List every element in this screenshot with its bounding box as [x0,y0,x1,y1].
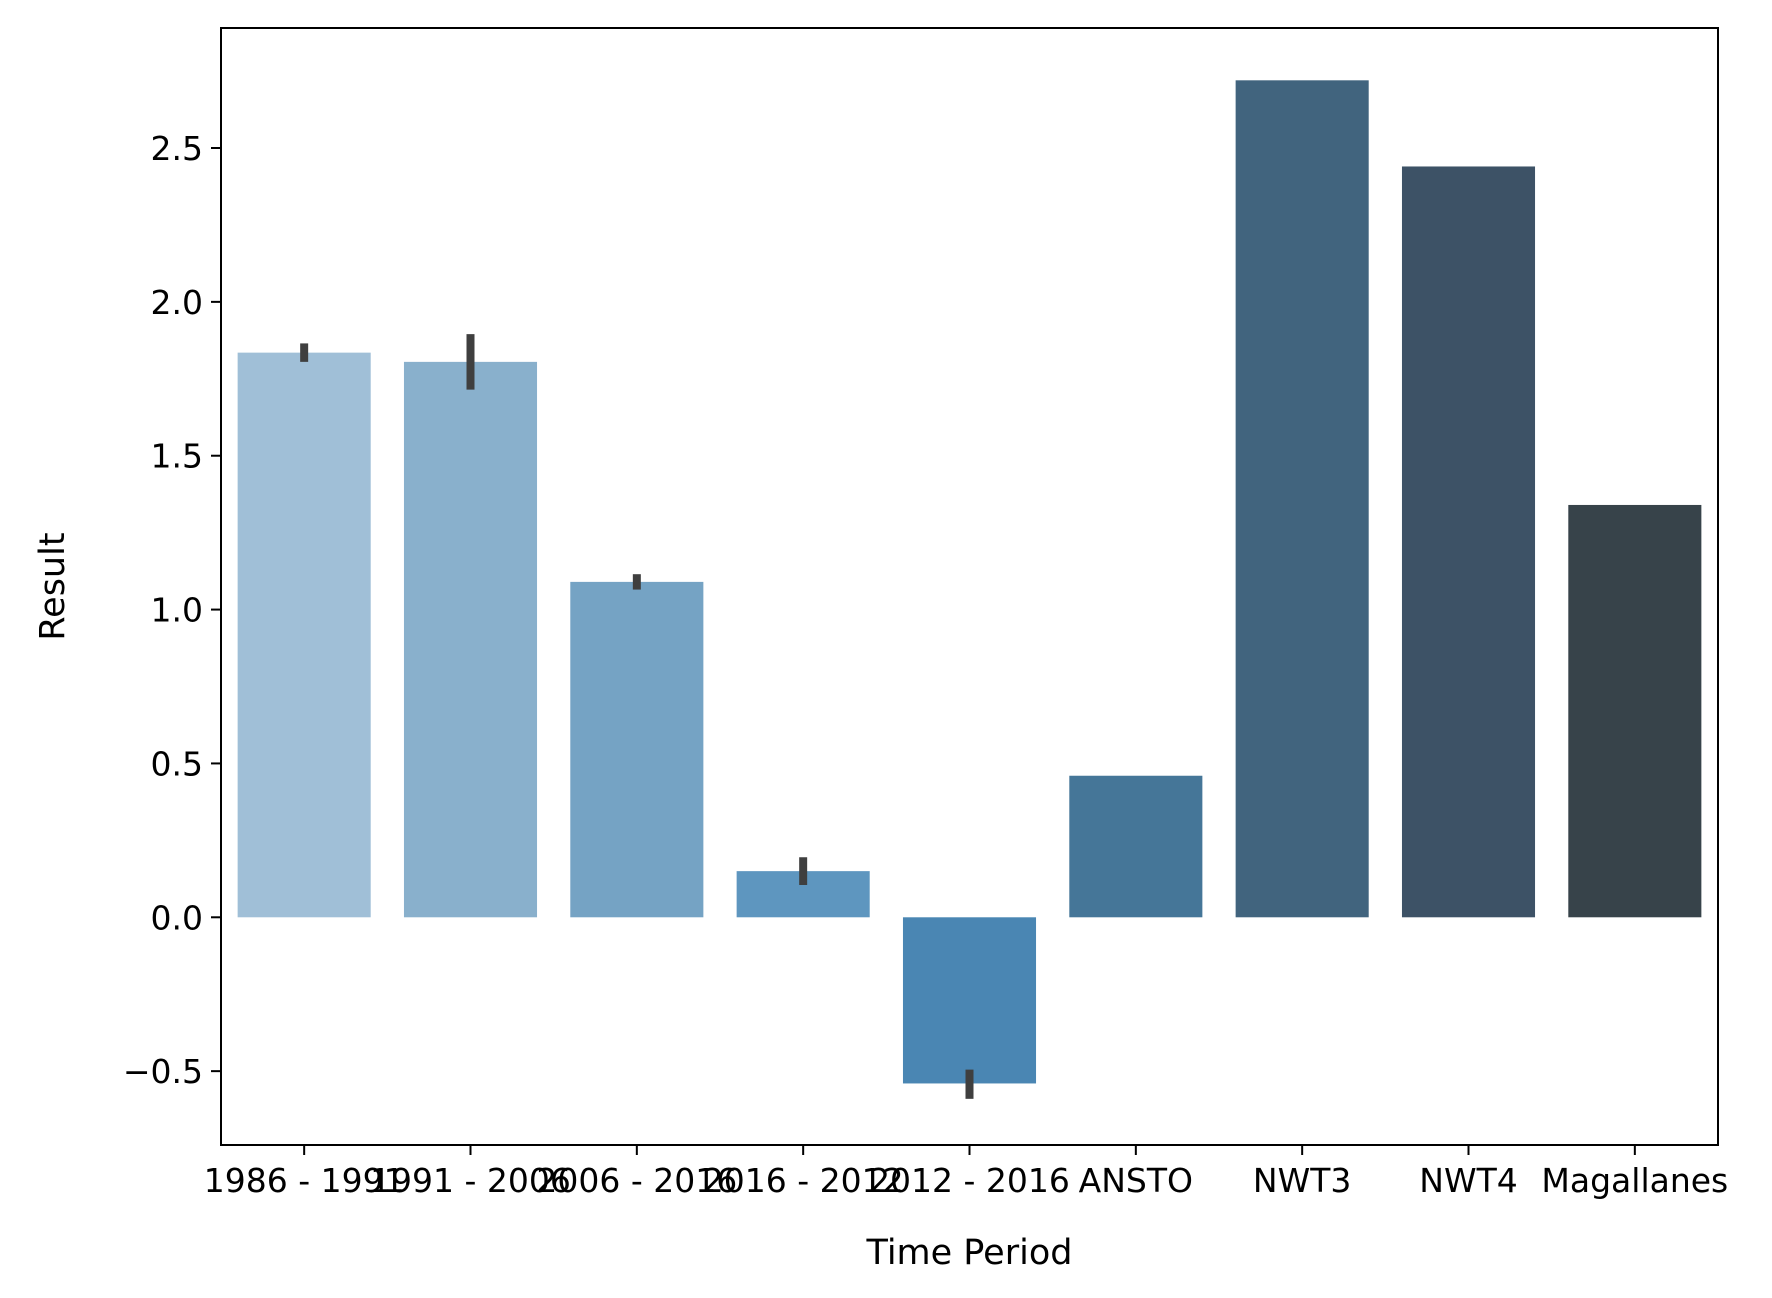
x-tick-label: ANSTO [1079,1161,1193,1200]
bar [1069,775,1203,918]
y-axis-label: Result [33,532,73,640]
x-tick-label: Magallanes [1541,1161,1728,1200]
x-tick-label: 2006 - 2016 [536,1161,737,1200]
error-bars-group [300,334,974,1099]
bar [237,352,371,918]
bar [403,361,538,918]
y-tick-label: 1.5 [151,437,203,476]
bar [1235,80,1369,918]
x-tick-label: NWT3 [1253,1161,1351,1200]
bar [1401,166,1536,918]
y-tick-label: 2.0 [151,283,203,322]
bar [902,917,1037,1084]
x-axis-label: Time Period [866,1233,1073,1273]
y-tick-label: 0.5 [151,744,203,783]
x-tick-label: 2012 - 2016 [869,1161,1070,1200]
x-tick-label: NWT4 [1419,1161,1517,1200]
x-tick-label: 1986 - 1991 [204,1161,405,1200]
bars-group [237,80,1702,1084]
y-tick-label: −0.5 [123,1052,203,1091]
y-tick-label: 2.5 [151,129,203,168]
y-tick-label: 0.0 [151,898,203,937]
x-tick-label: 2016 - 2012 [703,1161,904,1200]
bar [1568,504,1702,918]
bar [570,581,704,918]
x-tick-label: 1991 - 2006 [370,1161,571,1200]
y-tick-label: 1.0 [151,591,203,630]
y-axis-ticks: −0.5 0.0 0.5 1.0 1.5 2.0 2.5 [123,129,221,1091]
